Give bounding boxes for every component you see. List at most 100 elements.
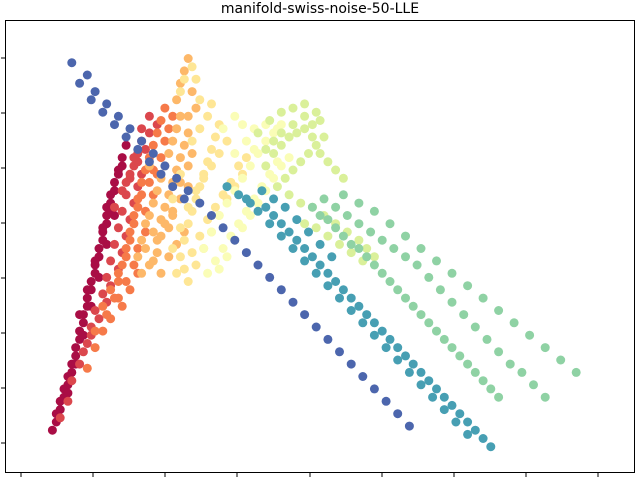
point-0-38 [117,161,127,171]
point-8-36 [311,268,321,278]
point-9-13 [218,223,228,233]
point-3-41 [187,149,197,158]
point-7-53 [463,281,473,291]
point-8-38 [335,293,344,303]
point-4-37 [168,194,178,204]
points-layer [47,54,581,452]
point-9-16 [253,260,263,270]
point-2-5 [113,277,123,286]
point-4-3 [183,219,193,229]
point-5-28 [269,173,279,183]
point-9-32 [98,107,108,117]
point-5-16 [245,161,255,171]
point-7-50 [416,244,426,253]
point-6-5 [300,124,310,134]
point-7-0 [307,202,317,212]
point-4-45 [187,62,197,72]
point-6-8 [280,173,290,183]
point-4-0 [172,268,182,278]
point-0-43 [94,272,104,282]
point-8-11 [346,293,356,303]
point-7-26 [331,202,341,212]
point-5-13 [222,198,232,208]
point-3-0 [133,252,143,262]
point-4-18 [214,149,224,158]
point-0-39 [63,388,73,398]
point-3-40 [183,161,193,171]
point-7-24 [494,392,504,402]
point-6-2 [276,140,286,150]
point-7-34 [424,272,434,282]
point-7-58 [540,343,550,353]
point-7-22 [478,376,488,386]
point-5-2 [218,244,228,253]
point-7-14 [416,310,426,320]
point-2-9 [129,211,139,220]
point-4-40 [195,124,205,134]
point-1-9 [106,256,116,266]
point-4-36 [241,153,251,163]
point-4-9 [207,144,216,154]
point-6-32 [362,244,372,253]
point-2-15 [152,128,162,138]
point-8-22 [432,384,441,394]
point-4-44 [179,74,189,84]
point-7-41 [505,359,515,369]
point-6-23 [338,173,348,183]
point-8-0 [261,202,271,212]
point-0-25 [82,293,92,303]
point-9-37 [156,169,166,179]
point-3-20 [179,140,189,150]
point-0-37 [110,186,119,196]
point-4-46 [191,74,201,84]
point-9-15 [241,248,251,258]
point-8-55 [280,202,290,212]
point-7-20 [463,359,473,369]
point-7-44 [540,392,550,402]
point-2-18 [98,301,108,311]
point-0-19 [117,153,127,163]
point-7-3 [331,223,341,233]
point-8-49 [463,429,473,439]
point-8-52 [245,198,255,208]
point-6-18 [300,111,310,121]
point-4-39 [187,136,197,146]
point-4-29 [191,260,201,270]
point-3-48 [183,111,193,121]
point-1-34 [141,144,150,154]
point-7-42 [517,367,527,377]
point-8-46 [428,392,438,402]
point-8-9 [331,277,341,286]
point-9-7 [148,149,158,158]
point-8-14 [369,318,379,328]
point-5-24 [238,223,247,233]
point-2-21 [121,252,131,262]
point-8-33 [276,231,286,241]
point-3-33 [148,256,158,266]
point-0-6 [71,351,81,361]
point-6-36 [323,231,333,241]
point-6-44 [300,99,310,109]
point-7-21 [470,367,480,377]
point-6-26 [296,198,306,208]
point-4-20 [179,264,189,274]
point-8-34 [288,244,298,253]
point-3-30 [156,231,166,241]
point-7-57 [525,330,535,340]
point-0-41 [78,330,88,340]
point-7-17 [439,334,449,344]
point-5-12 [214,211,224,220]
point-7-30 [377,235,387,245]
point-8-35 [300,256,310,266]
point-8-16 [385,334,395,344]
point-7-40 [494,347,504,357]
point-8-24 [447,400,457,410]
point-7-35 [435,285,445,295]
point-0-49 [98,223,108,233]
point-9-18 [276,285,286,295]
point-7-54 [478,293,488,303]
point-6-19 [307,132,317,142]
point-1-7 [98,289,108,299]
point-5-31 [230,149,240,158]
point-5-10 [199,244,209,253]
